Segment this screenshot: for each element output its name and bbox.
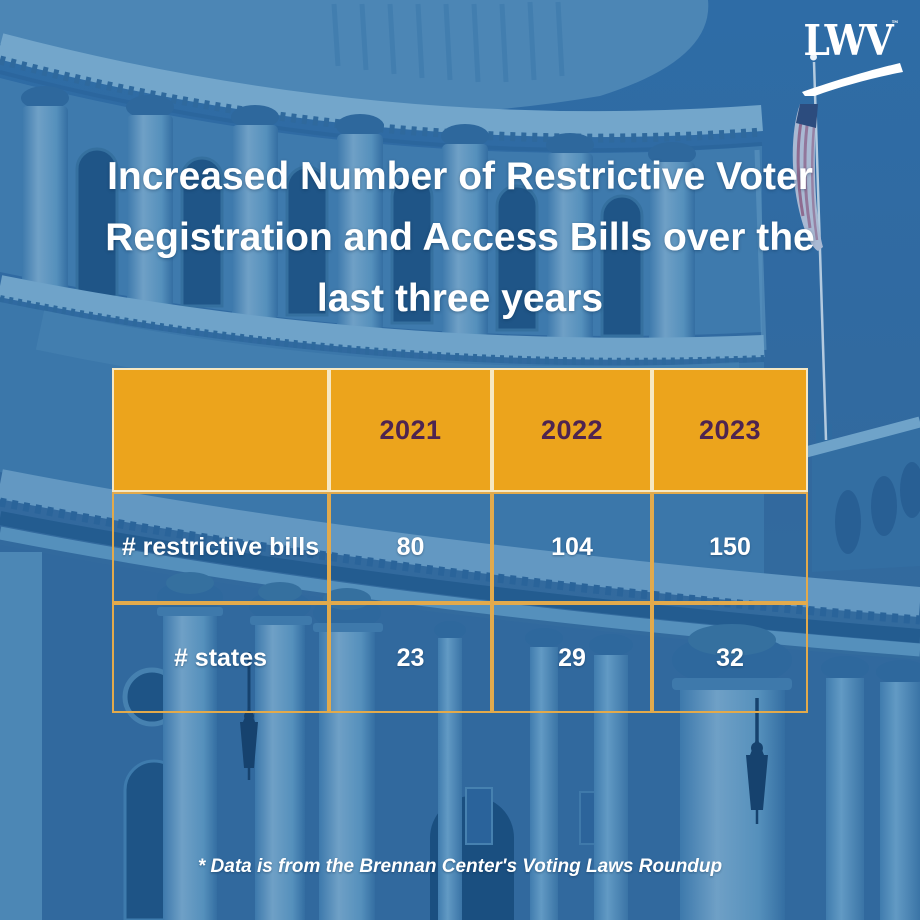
source-footnote: * Data is from the Brennan Center's Voti… <box>197 856 723 877</box>
portico-columns <box>0 552 920 920</box>
table-header-2023: 2023 <box>652 368 808 492</box>
title-line-2: Registration and Access Bills over the <box>105 216 815 259</box>
title-line-1: Increased Number of Restrictive Voter <box>107 155 813 198</box>
lantern-icon <box>240 652 258 780</box>
us-flag-icon <box>792 53 828 441</box>
lantern-icon <box>746 698 768 824</box>
lwv-logo: LWV™ <box>796 20 906 98</box>
cell-states-2022: 29 <box>492 603 652 713</box>
pediment-statues <box>835 462 920 554</box>
trademark-symbol: ™ <box>890 20 899 30</box>
title-line-3: last three years <box>316 277 604 320</box>
table-header-empty <box>112 368 329 492</box>
cell-states-2023: 32 <box>652 603 808 713</box>
cell-restrictive-bills-2022: 104 <box>492 492 652 603</box>
lwv-swoosh-icon <box>802 63 903 96</box>
lwv-logo-text: LWV™ <box>803 16 899 65</box>
right-pediment <box>804 416 920 572</box>
cell-restrictive-bills-2021: 80 <box>329 492 492 603</box>
data-table: 2021 2022 2023 # restrictive bills 80 10… <box>112 368 808 713</box>
table-header-2022: 2022 <box>492 368 652 492</box>
page-title: Increased Number of Restrictive Voter Re… <box>55 146 865 329</box>
cell-restrictive-bills-2023: 150 <box>652 492 808 603</box>
row-label-states: # states <box>112 603 329 713</box>
dome-colonnade <box>0 78 767 351</box>
row-label-restrictive-bills: # restrictive bills <box>112 492 329 603</box>
table-header-2021: 2021 <box>329 368 492 492</box>
cell-states-2021: 23 <box>329 603 492 713</box>
